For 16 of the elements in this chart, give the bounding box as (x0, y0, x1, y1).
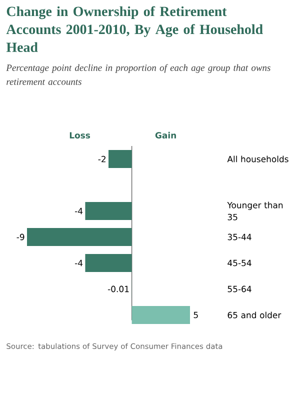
data-label: -2 (98, 156, 106, 162)
data-label: -4 (74, 260, 83, 266)
y-tick-label: Younger than 35 (227, 202, 283, 220)
y-tick-label: 45-54 (228, 260, 252, 266)
y-tick-label: 65 and older (228, 312, 282, 318)
y-tick-label: 55-64 (228, 286, 252, 292)
data-label: 5 (194, 312, 198, 318)
chart-title: Change in Ownership of Retirement Accounts 2001-2010, By Age of Household Head (6, 6, 263, 52)
y-tick-label: All households (227, 156, 288, 162)
chart-subtitle: Percentage point decline in proportion of each age group that owns retirement accounts (6, 64, 270, 85)
data-label: -4 (74, 208, 83, 214)
text: Gain (155, 132, 176, 138)
data-label: -0.01 (108, 286, 129, 292)
y-tick-label: 35-44 (228, 234, 252, 240)
text: Loss (70, 132, 90, 138)
data-label: -9 (16, 234, 24, 240)
